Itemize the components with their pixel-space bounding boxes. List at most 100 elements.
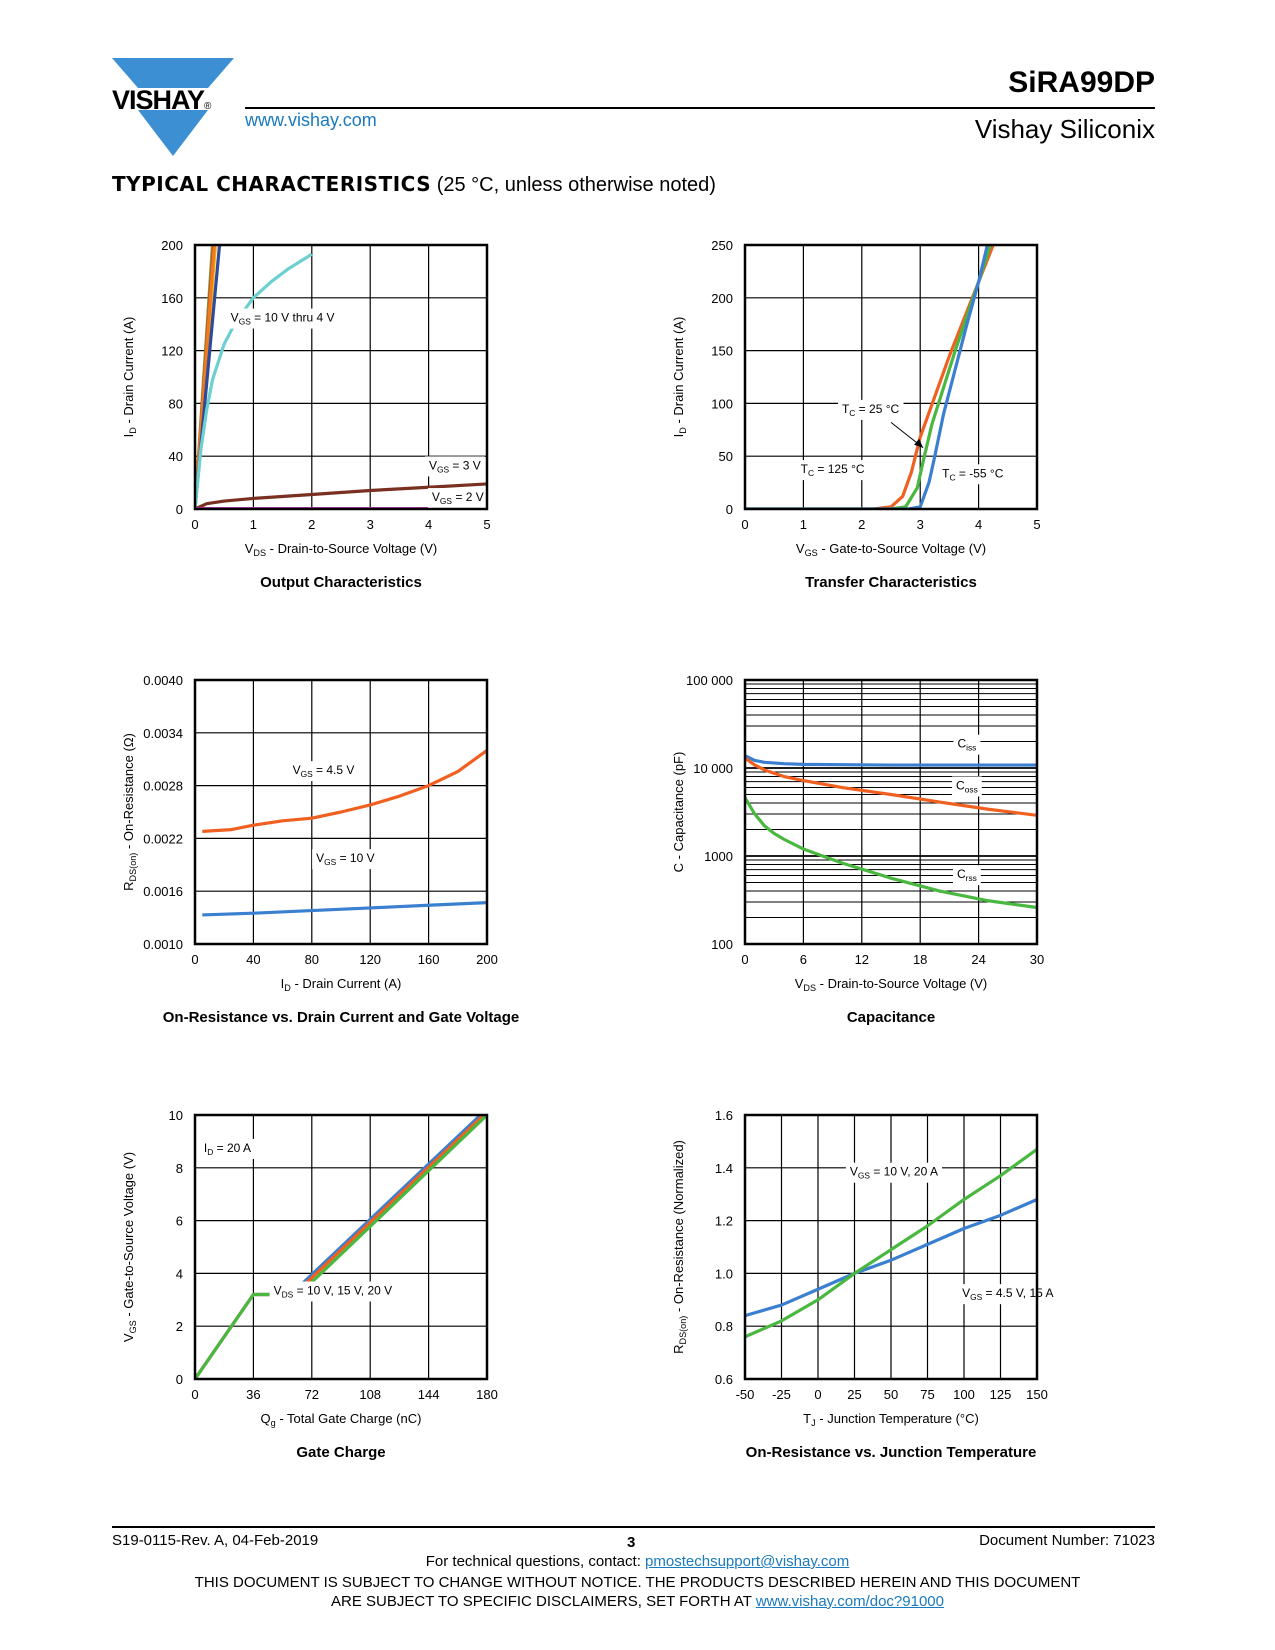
annotation-bg <box>312 849 379 870</box>
x-tick-label: 0 <box>191 1387 198 1402</box>
plot-frame <box>193 243 489 511</box>
disclaimer-line-2: ARE SUBJECT TO SPECIFIC DISCLAIMERS, SET… <box>331 1593 944 1610</box>
x-tick-label: 80 <box>305 952 319 967</box>
annotations: VGS = 4.5 V VGS = 10 V <box>288 761 379 870</box>
annotation-label: Ciss <box>957 737 976 753</box>
chart-transfer: TC = 25 °CTC = 125 °C TC = -55 °C0 1 2 3 4 505… <box>671 238 1041 591</box>
series-group <box>745 1148 1037 1339</box>
annotation-bg <box>199 1138 255 1159</box>
y-tick-label: 1.6 <box>715 1108 733 1123</box>
series-line-vgs-10-v <box>202 901 487 917</box>
y-tick-label: 120 <box>161 344 183 359</box>
brand-name: VISHAY® <box>112 85 211 115</box>
y-tick-label: 100 <box>711 937 733 952</box>
x-tick-label: -50 <box>736 1387 755 1402</box>
annotation-bg <box>952 776 982 797</box>
x-tick-label: 30 <box>1030 952 1044 967</box>
annotation-label: VGS = 10 V thru 4 V <box>231 311 335 327</box>
x-tick-label: 24 <box>971 952 985 967</box>
part-number: SiRA99DP <box>1008 66 1155 99</box>
annotation-label: TC = 25 °C <box>842 402 900 418</box>
annotation-bg <box>952 865 981 886</box>
chart-title: Capacitance <box>847 1009 935 1026</box>
y-tick-label: 0 <box>176 1372 183 1387</box>
chart-rdson-id: VGS = 4.5 V VGS = 10 V 0 40 80 120 160 200 0.001… <box>121 673 519 1026</box>
contact-email-link[interactable]: pmostechsupport@vishay.com <box>645 1553 850 1570</box>
x-tick-label: 120 <box>359 952 381 967</box>
company-name: Vishay Siliconix <box>974 114 1155 144</box>
series-line-vgs-4-5-v-15-a <box>745 1148 1037 1339</box>
y-tick-label: 0.0022 <box>143 831 183 846</box>
y-tick-label: 1000 <box>704 849 733 864</box>
x-tick-label: 125 <box>990 1387 1012 1402</box>
chart-title: Gate Charge <box>296 1444 385 1461</box>
series-line-vgs-4-5-v <box>202 749 487 833</box>
y-tick-label: 8 <box>176 1161 183 1176</box>
x-tick-label: 160 <box>418 952 440 967</box>
x-tick-label: 1 <box>800 517 807 532</box>
y-tick-label: 50 <box>719 449 733 464</box>
annotation-label: VGS = 10 V <box>316 851 375 867</box>
annotations: VGS = 10 V, 20 A VGS = 4.5 V, 15 A <box>845 1162 1058 1305</box>
contact-line: For technical questions, contact: pmoste… <box>425 1553 850 1570</box>
x-axis-label: VGS - Gate-to-Source Voltage (V) <box>796 541 986 558</box>
x-axis-label: TJ - Junction Temperature (°C) <box>803 1411 979 1428</box>
x-tick-label: 144 <box>418 1387 440 1402</box>
revision-text: S19-0115-Rev. A, 04-Feb-2019 <box>112 1532 319 1549</box>
chart-rdson-tj: VGS = 10 V, 20 A VGS = 4.5 V, 15 A -50 -25 0… <box>671 1108 1058 1461</box>
annotation-bg <box>845 1162 942 1183</box>
x-tick-label: 75 <box>920 1387 934 1402</box>
x-axis-label: Qg - Total Gate Charge (nC) <box>261 1411 422 1428</box>
series-group <box>202 749 487 917</box>
y-tick-label: 200 <box>711 291 733 306</box>
website-link[interactable]: www.vishay.com <box>245 110 377 130</box>
annotation-bg <box>958 1284 1058 1305</box>
x-tick-label: 2 <box>858 517 865 532</box>
chart-title: Transfer Characteristics <box>805 574 977 591</box>
disclaimer-link[interactable]: www.vishay.com/doc?91000 <box>755 1593 944 1610</box>
y-tick-label: 4 <box>176 1266 183 1281</box>
series-line-vgs-10-v-20-a <box>745 1198 1037 1318</box>
x-tick-label: 150 <box>1026 1387 1048 1402</box>
document-number: Document Number: 71023 <box>979 1532 1155 1549</box>
plot-frame <box>193 678 489 946</box>
y-tick-label: 0 <box>726 502 733 517</box>
y-tick-label: 200 <box>161 238 183 253</box>
annotations: TC = 25 °C TC = 125 °C TC = -55 °C <box>796 399 1008 485</box>
y-tick-label: 250 <box>711 238 733 253</box>
grid <box>744 679 1038 945</box>
annotation-bg <box>424 456 485 477</box>
y-tick-label: 6 <box>176 1214 183 1229</box>
annotations: Ciss Coss Crss <box>952 734 982 886</box>
annotation-bg <box>796 460 869 481</box>
x-axis-label: VDS - Drain-to-Source Voltage (V) <box>795 976 988 993</box>
annotation-bg <box>269 1281 397 1302</box>
y-tick-label: 0 <box>176 502 183 517</box>
y-tick-label: 80 <box>169 396 183 411</box>
y-tick-label: 0.8 <box>715 1319 733 1334</box>
chart-title: On-Resistance vs. Junction Temperature <box>746 1444 1037 1461</box>
x-tick-label: 40 <box>246 952 260 967</box>
x-tick-label: 1 <box>250 517 257 532</box>
y-axis-label: RDS(on) - On-Resistance (Normalized) <box>671 1140 688 1354</box>
annotation-label: Crss <box>957 867 977 883</box>
x-tick-label: -25 <box>772 1387 791 1402</box>
y-tick-label: 100 <box>711 396 733 411</box>
y-tick-label: 0.0028 <box>143 779 183 794</box>
vishay-logo-triangle-icon <box>112 58 234 156</box>
header-rule <box>245 107 1155 109</box>
y-tick-label: 0.6 <box>715 1372 733 1387</box>
x-tick-label: 12 <box>855 952 869 967</box>
chart-title: On-Resistance vs. Drain Current and Gate… <box>163 1009 519 1026</box>
annotation-label: VGS = 10 V, 20 A <box>850 1165 938 1181</box>
y-tick-label: 10 <box>169 1108 183 1123</box>
x-tick-label: 0 <box>191 952 198 967</box>
x-tick-label: 0 <box>191 517 198 532</box>
y-axis-label: RDS(on) - On-Resistance (Ω) <box>121 733 138 891</box>
annotations: VGS = 10 V thru 4 V VGS = 3 V VGS = 2 V <box>226 308 488 509</box>
series-line-vgs-3-5-v <box>195 252 313 509</box>
annotation-label: VGS = 4.5 V <box>293 763 355 779</box>
x-tick-label: 0 <box>814 1387 821 1402</box>
disclaimer-line-1: THIS DOCUMENT IS SUBJECT TO CHANGE WITHO… <box>194 1574 1081 1591</box>
